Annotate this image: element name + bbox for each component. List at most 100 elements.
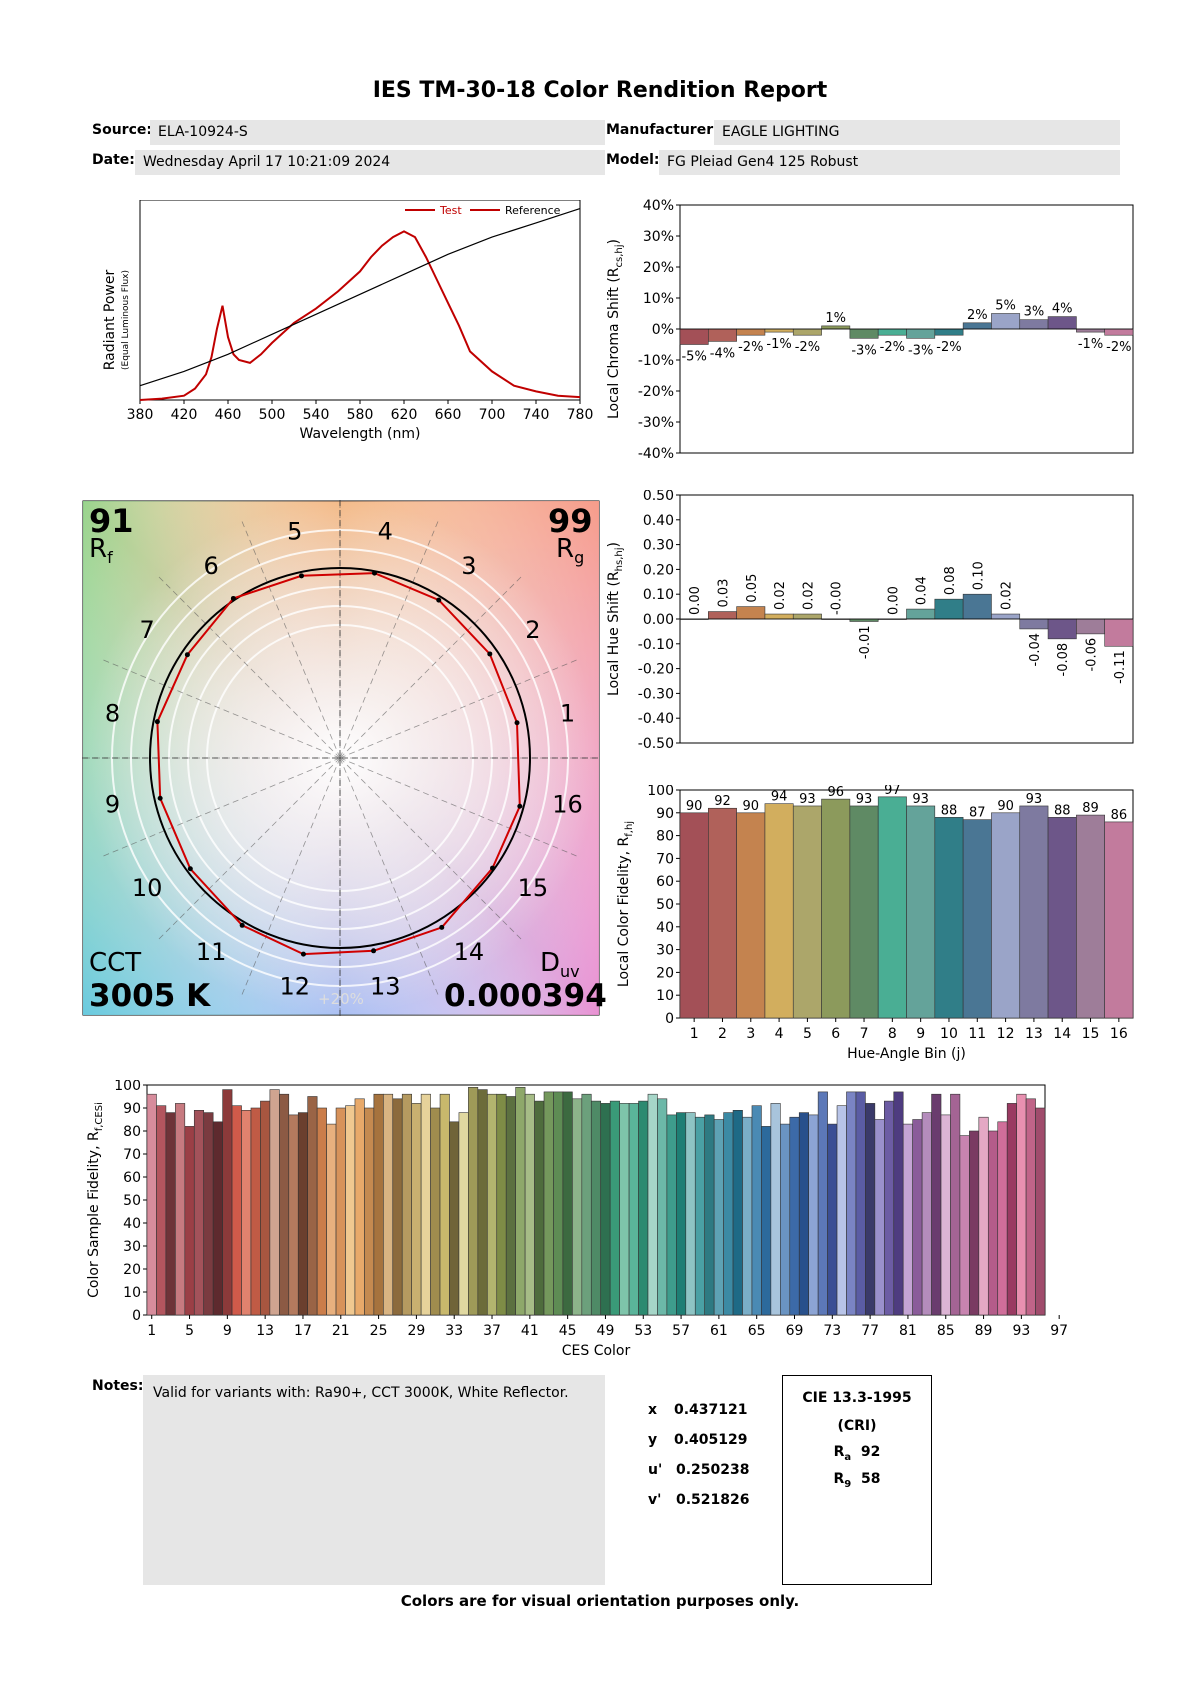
vg-bin-divider [240, 757, 341, 999]
chroma-bar [764, 328, 794, 333]
cri-subtitle: (CRI) [837, 1418, 877, 1434]
cct-value: 3005 K [89, 978, 211, 1014]
ces-bar [165, 1112, 176, 1316]
vg-shift-arrow [371, 570, 377, 576]
chroma-bar [1104, 328, 1134, 336]
coord-v-value: 0.521826 [676, 1492, 750, 1508]
chroma-bar [934, 328, 964, 336]
coord-v-label: v' [648, 1492, 662, 1508]
chroma-bar [1047, 316, 1077, 330]
fidelity-y-tick-label: 0 [665, 1011, 674, 1027]
vg-shift-arrow [230, 595, 236, 601]
ces-bar [486, 1093, 498, 1316]
vg-bin-divider [339, 517, 440, 759]
notes-label: Notes: [92, 1378, 144, 1394]
fidelity-x-tick-label: 15 [1082, 1026, 1100, 1042]
ces-bar [524, 1093, 535, 1316]
spd-x-tick-label: 740 [523, 407, 550, 423]
ces-bar [373, 1093, 384, 1316]
fidelity-value-label: 97 [884, 785, 901, 798]
fidelity-bar [991, 812, 1021, 1019]
hue-value-label: 0.00 [688, 586, 703, 615]
fidelity-x-tick-label: 13 [1025, 1026, 1043, 1042]
fidelity-x-tick-label: 14 [1053, 1026, 1071, 1042]
rf-label: Rf [89, 534, 113, 568]
fidelity-y-tick-label: 50 [656, 897, 674, 913]
ces-bar [950, 1093, 961, 1316]
chroma-y-tick-label: -10% [638, 353, 674, 369]
hue-bar [792, 613, 822, 620]
vg-shift-arrow [439, 924, 445, 930]
hue-bar [764, 613, 794, 620]
ces-x-tick-label: 81 [899, 1323, 917, 1339]
chroma-value-label: -2% [738, 340, 763, 355]
ces-bar [694, 1116, 706, 1316]
fidelity-x-tick-label: 11 [968, 1026, 986, 1042]
ces-x-tick-label: 85 [937, 1323, 955, 1339]
fidelity-x-tick-label: 5 [803, 1026, 812, 1042]
ces-bar [260, 1100, 271, 1316]
chroma-y-tick-label: 40% [643, 198, 674, 214]
ces-x-tick-label: 9 [223, 1323, 232, 1339]
duv-label: Duv [540, 948, 580, 982]
hue-y-tick-label: -0.30 [638, 686, 674, 702]
vg-bin-divider [339, 757, 440, 999]
source-label: Source: [92, 122, 152, 138]
ces-bar [666, 1114, 677, 1316]
ces-bar [354, 1098, 365, 1316]
ces-y-tick-label: 60 [123, 1170, 141, 1186]
ces-y-tick-label: 80 [123, 1124, 141, 1140]
ces-bar [534, 1100, 545, 1316]
spd-legend-test: Test [439, 204, 462, 217]
fidelity-y-tick-label: 80 [656, 829, 674, 845]
vg-bin-divider [240, 517, 341, 759]
ces-bar [628, 1103, 639, 1316]
fidelity-value-label: 90 [686, 799, 703, 814]
date-label: Date: [92, 152, 135, 168]
spd-series-test [139, 230, 581, 401]
ces-bar [581, 1093, 592, 1316]
ces-y-tick-label: 70 [123, 1147, 141, 1163]
hue-value-label: -0.04 [1028, 633, 1043, 667]
coord-y-label: y [648, 1432, 658, 1448]
hue-value-label: -0.00 [830, 581, 845, 615]
chroma-bar [1076, 328, 1105, 333]
ces-bar [647, 1093, 658, 1316]
ces-bar [978, 1116, 989, 1316]
ces-x-tick-label: 25 [370, 1323, 388, 1339]
chroma-bar [1019, 319, 1049, 330]
chroma-value-label: -4% [710, 346, 735, 361]
chroma-bar [708, 328, 737, 342]
ces-bar [969, 1130, 980, 1316]
chroma-bar [849, 328, 879, 339]
coord-y-value: 0.405129 [674, 1432, 748, 1448]
chroma-value-label: -1% [1078, 337, 1103, 352]
hue-y-tick-label: 0.50 [643, 490, 674, 504]
fidelity-x-tick-label: 4 [775, 1026, 784, 1042]
hue-value-label: 0.02 [773, 581, 788, 610]
hue-value-label: 0.04 [915, 576, 930, 605]
ces-bar [600, 1103, 611, 1316]
chroma-bar [962, 322, 992, 330]
fidelity-bar [1104, 821, 1134, 1019]
hue-bar [1076, 618, 1105, 635]
ces-bar [543, 1091, 554, 1316]
fidelity-x-axis-label: Hue-Angle Bin (j) [847, 1046, 966, 1062]
ces-bar [505, 1096, 516, 1316]
hue-y-tick-label: -0.50 [638, 736, 674, 752]
fidelity-x-tick-label: 16 [1110, 1026, 1128, 1042]
coord-x-value: 0.437121 [674, 1402, 748, 1418]
ces-bar [288, 1114, 299, 1316]
chroma-value-label: -1% [766, 337, 791, 352]
chroma-bar [736, 328, 766, 336]
fidelity-value-label: 89 [1082, 801, 1099, 816]
ces-bar [250, 1107, 261, 1316]
fidelity-y-tick-label: 40 [656, 920, 674, 936]
ces-bar [846, 1091, 857, 1316]
manufacturer-label: Manufacturer: [606, 122, 719, 138]
fidelity-value-label: 93 [856, 792, 873, 807]
vg-bin-label: 11 [196, 938, 227, 966]
ces-x-tick-label: 21 [332, 1323, 350, 1339]
coord-x-label: x [648, 1402, 658, 1418]
